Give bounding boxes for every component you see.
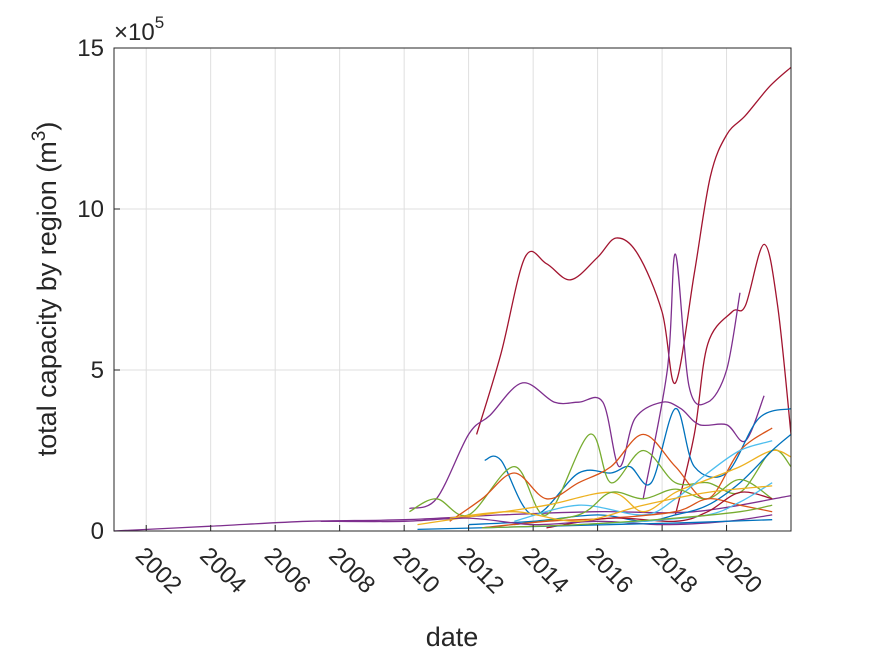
series-line-17 (449, 485, 773, 522)
x-tick-label: 2020 (710, 542, 767, 599)
series-line-11 (468, 433, 792, 526)
x-tick-label: 2010 (388, 542, 445, 599)
series-line-19 (481, 504, 773, 529)
x-tick-label: 2018 (646, 542, 703, 599)
y-tick-label: 10 (77, 196, 104, 223)
series-line-18 (417, 519, 773, 531)
series-line-1 (475, 66, 792, 435)
x-tick-label: 2016 (581, 542, 638, 599)
series-line-8 (449, 427, 773, 522)
y-tick-label: 15 (77, 35, 104, 62)
series-line-14 (546, 491, 773, 529)
series-line-2 (674, 243, 792, 516)
plot-frame (113, 47, 792, 532)
x-tick-label: 2006 (259, 542, 316, 599)
y-tick-label: 0 (91, 518, 104, 545)
x-tick-label: 2002 (130, 542, 187, 599)
x-tick-label: 2014 (517, 542, 574, 599)
x-tick-marks (145, 525, 728, 531)
series-line-3 (409, 382, 765, 510)
series-line-4 (642, 253, 741, 499)
y-tick-label: 5 (91, 357, 104, 384)
x-tick-label: 2008 (323, 542, 380, 599)
series-line-12 (514, 478, 773, 526)
x-axis-label: date (426, 622, 479, 652)
series-line-13 (481, 498, 773, 529)
x-tick-labels: 2002 2004 2006 2008 2010 2012 2014 2016 2018 2020 (130, 542, 767, 599)
y-tick-marks (114, 47, 120, 532)
series-line-5 (113, 494, 792, 532)
y-axis-label: total capacity by region (m3) (29, 122, 62, 457)
exponent-label: ×105 (114, 13, 164, 46)
y-tick-labels: 0 5 10 15 (77, 35, 104, 545)
series-lines (113, 66, 792, 532)
x-tick-label: 2004 (194, 542, 251, 599)
x-tick-label: 2012 (452, 542, 509, 599)
